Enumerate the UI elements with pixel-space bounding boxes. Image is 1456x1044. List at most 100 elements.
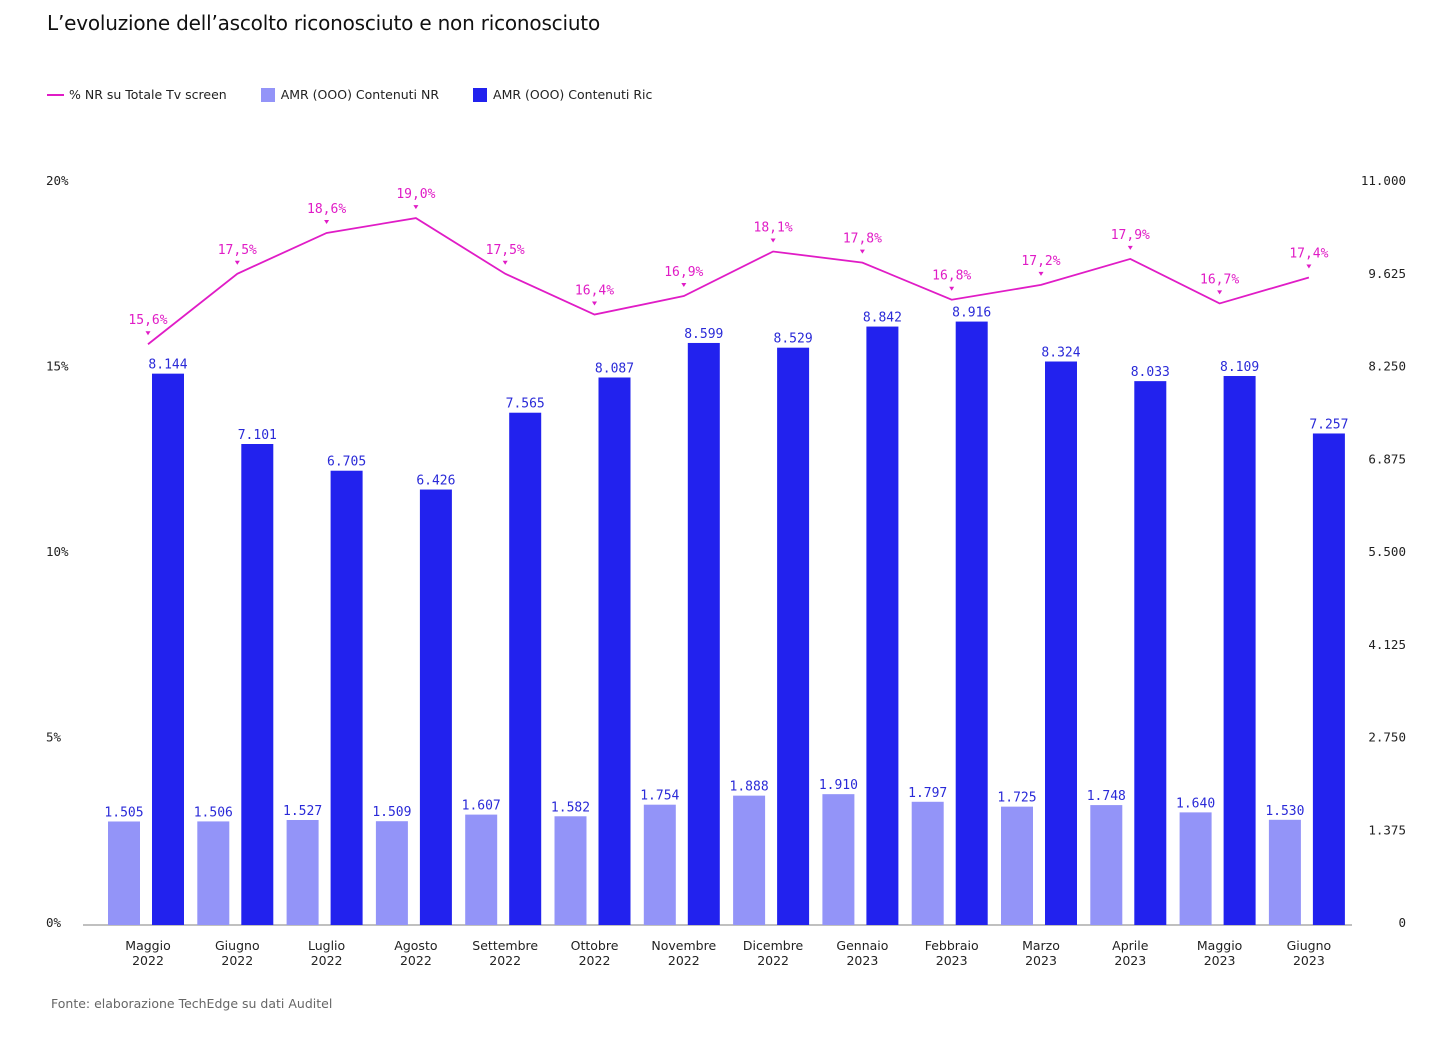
bar-amr-ric [330, 470, 363, 925]
bar-amr-ric [1223, 376, 1256, 925]
y-left-tick-label: 0% [46, 915, 62, 930]
y-right-tick-label: 4.125 [1368, 637, 1406, 652]
x-tick-label-year: 2023 [936, 953, 968, 968]
y-left-tick-label: 15% [46, 359, 69, 374]
x-tick-label-month: Maggio [125, 938, 170, 953]
point-marker-nr-percent [502, 260, 508, 265]
point-label-nr-percent: 16,8% [932, 269, 971, 284]
bar-label-amr-ric: 7.101 [238, 428, 277, 443]
x-tick-label-month: Settembre [472, 938, 538, 953]
x-tick-label-year: 2023 [1204, 953, 1236, 968]
point-label-nr-percent: 16,4% [575, 284, 614, 299]
bar-amr-ric [1045, 361, 1077, 925]
point-label-nr-percent: 17,4% [1289, 246, 1328, 261]
y-left-tick-label: 20% [46, 173, 69, 188]
point-marker-nr-percent [949, 286, 955, 291]
legend-line-swatch [47, 93, 64, 96]
bar-amr-nr [197, 821, 230, 925]
y-right-tick-label: 6.875 [1368, 451, 1406, 466]
legend-label-nr-percent: % NR su Totale Tv screen [69, 87, 227, 102]
bar-amr-ric [419, 489, 452, 925]
bar-label-amr-nr: 1.725 [997, 791, 1036, 806]
x-tick-label-month: Giugno [215, 938, 260, 953]
bar-label-amr-ric: 8.599 [684, 327, 723, 342]
bar-label-amr-ric: 7.565 [506, 397, 545, 412]
bar-amr-ric [687, 342, 720, 925]
bar-amr-ric [1134, 381, 1167, 925]
bar-amr-ric [866, 326, 899, 925]
point-marker-nr-percent [1038, 271, 1044, 276]
point-label-nr-percent: 18,6% [307, 202, 346, 217]
x-tick-label-year: 2022 [132, 953, 164, 968]
bar-amr-ric [509, 412, 542, 925]
bar-label-amr-ric: 8.087 [595, 361, 634, 376]
point-marker-nr-percent [145, 331, 151, 336]
bar-label-amr-ric: 6.426 [416, 474, 455, 489]
x-tick-label-year: 2023 [846, 953, 878, 968]
y-right-tick-label: 11.000 [1361, 173, 1406, 188]
x-tick-label-year: 2023 [1293, 953, 1325, 968]
x-tick-label-year: 2022 [668, 953, 700, 968]
y-right-tick-label: 2.750 [1368, 730, 1406, 745]
x-tick-label-year: 2023 [1114, 953, 1146, 968]
bar-label-amr-ric: 6.705 [327, 455, 366, 470]
point-marker-nr-percent [413, 205, 419, 210]
bar-amr-nr [1090, 805, 1123, 925]
y-right-tick-label: 8.250 [1368, 359, 1406, 374]
point-marker-nr-percent [770, 238, 776, 243]
chart-title: L’evoluzione dell’ascolto riconosciuto e… [47, 11, 600, 35]
bar-amr-nr [1268, 819, 1301, 925]
bar-amr-nr [108, 821, 140, 925]
bar-label-amr-nr: 1.797 [908, 786, 947, 801]
point-marker-nr-percent [1217, 290, 1223, 295]
point-marker-nr-percent [324, 219, 330, 224]
x-tick-label-month: Gennaio [836, 938, 888, 953]
point-marker-nr-percent [592, 301, 597, 306]
point-marker-nr-percent [1127, 245, 1133, 250]
x-tick-label-year: 2022 [311, 953, 343, 968]
x-tick-label-month: Giugno [1287, 938, 1332, 953]
bar-label-amr-ric: 8.109 [1220, 360, 1259, 375]
point-label-nr-percent: 17,9% [1111, 228, 1150, 243]
bar-label-amr-nr: 1.748 [1087, 789, 1126, 804]
x-tick-label-year: 2022 [400, 953, 432, 968]
point-marker-nr-percent [681, 283, 687, 288]
point-label-nr-percent: 18,1% [754, 220, 793, 235]
legend-item-nr-percent: % NR su Totale Tv screen [47, 87, 227, 102]
y-left-tick-label: 5% [46, 730, 62, 745]
bar-label-amr-nr: 1.607 [462, 799, 501, 814]
bar-amr-nr [822, 794, 855, 925]
bar-label-amr-nr: 1.505 [104, 805, 143, 820]
bar-amr-ric [241, 444, 274, 925]
bar-label-amr-nr: 1.582 [551, 800, 590, 815]
bar-amr-nr [1179, 812, 1212, 925]
bar-label-amr-ric: 8.529 [774, 332, 813, 347]
y-left-tick-label: 10% [46, 544, 69, 559]
bar-label-amr-ric: 8.916 [952, 306, 991, 321]
x-tick-label-month: Novembre [651, 938, 716, 953]
bar-amr-nr [465, 814, 498, 925]
point-label-nr-percent: 16,7% [1200, 272, 1239, 287]
bar-label-amr-nr: 1.509 [372, 805, 411, 820]
bar-amr-nr [286, 819, 319, 925]
bar-label-amr-nr: 1.754 [640, 789, 679, 804]
x-tick-label-month: Aprile [1112, 938, 1149, 953]
legend-label-amr-nr: AMR (OOO) Contenuti NR [280, 87, 440, 102]
bar-amr-ric [1312, 433, 1345, 925]
bar-amr-ric [777, 347, 810, 925]
y-right-tick-label: 0 [1398, 915, 1406, 930]
bar-label-amr-nr: 1.640 [1176, 796, 1215, 811]
legend: % NR su Totale Tv screen AMR (OOO) Conte… [47, 87, 686, 102]
point-label-nr-percent: 15,6% [128, 313, 167, 328]
x-tick-label-year: 2022 [757, 953, 789, 968]
point-label-nr-percent: 17,5% [486, 243, 525, 258]
x-tick-label-year: 2023 [1025, 953, 1057, 968]
legend-item-amr-ric: AMR (OOO) Contenuti Ric [473, 87, 652, 102]
y-right-tick-label: 1.375 [1368, 822, 1406, 837]
y-right-tick-label: 9.625 [1368, 266, 1406, 281]
legend-item-amr-nr: AMR (OOO) Contenuti NR [260, 87, 440, 102]
point-label-nr-percent: 17,2% [1021, 254, 1060, 269]
source-note: Fonte: elaborazione TechEdge su dati Aud… [51, 996, 333, 1011]
x-tick-label-month: Luglio [308, 938, 345, 953]
